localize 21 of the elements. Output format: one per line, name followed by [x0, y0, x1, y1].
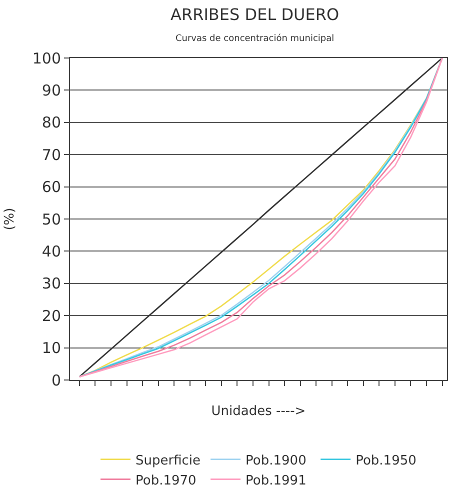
y-axis-title: (%)	[2, 208, 18, 230]
y-tick-label: 10	[42, 339, 61, 358]
y-tick-label: 60	[42, 178, 61, 196]
y-tick-label: 40	[42, 242, 61, 260]
legend-label: Pob.1950	[356, 453, 416, 468]
y-tick-label: 70	[42, 146, 61, 164]
line-series	[78, 58, 443, 378]
legend-label: Pob.1991	[246, 473, 306, 488]
x-axis-title: Unidades ---->	[211, 404, 306, 419]
legend-label: Superficie	[136, 453, 201, 468]
y-tick-label: 100	[32, 49, 61, 68]
y-tick-label: 80	[42, 114, 61, 132]
legend-label: Pob.1900	[246, 453, 306, 468]
y-tick-label: 30	[42, 274, 61, 293]
legend-label: Pob.1970	[136, 473, 196, 488]
y-tick-label: 0	[51, 371, 61, 390]
chart-subtitle: Curvas de concentración municipal	[175, 32, 334, 44]
y-tick-label: 90	[42, 81, 61, 100]
chart-title: ARRIBES DEL DUERO	[170, 5, 340, 24]
y-tick-label: 50	[42, 210, 61, 228]
y-tick-label: 20	[42, 306, 61, 325]
